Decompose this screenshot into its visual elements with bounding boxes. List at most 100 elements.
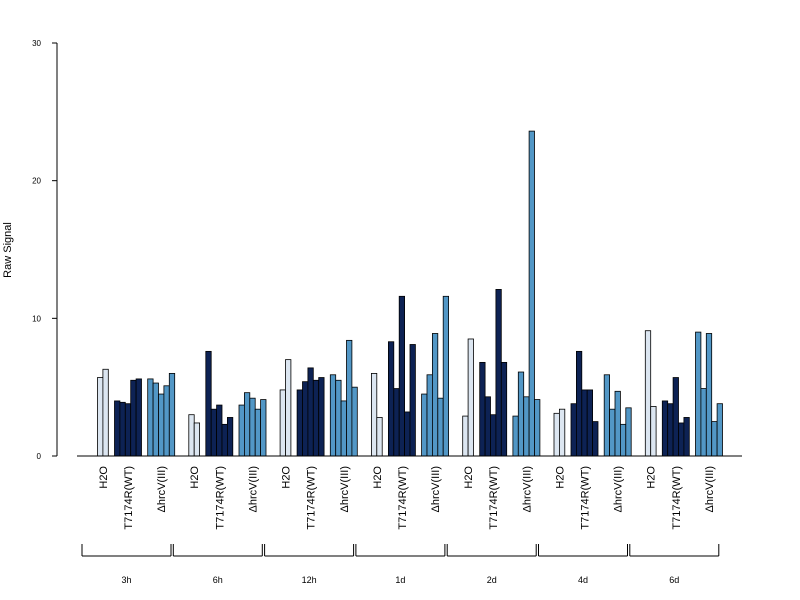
timepoint-label: 6h — [213, 575, 223, 585]
timepoint-label: 3h — [121, 575, 131, 585]
condition-label: ΔhrcV(III) — [248, 466, 260, 512]
condition-label: ΔhrcV(III) — [339, 466, 351, 512]
bar — [490, 414, 497, 457]
bar — [711, 421, 718, 457]
bar — [346, 339, 353, 457]
bar — [188, 414, 195, 457]
bar — [672, 377, 679, 457]
bar — [130, 379, 137, 457]
condition-labels: H2O T7174R(WT) ΔhrcV(III) H2O T7174R(WT) Δhrc… — [98, 466, 716, 530]
bar — [238, 404, 245, 457]
bar — [523, 396, 530, 457]
bar — [205, 350, 212, 457]
bar — [620, 423, 627, 457]
bar — [302, 381, 309, 457]
bar — [216, 404, 223, 457]
bar — [168, 372, 176, 457]
bar — [592, 421, 599, 457]
bar — [609, 408, 616, 457]
bar — [603, 374, 611, 457]
condition-label: T7174R(WT) — [397, 466, 409, 530]
bar — [254, 408, 261, 457]
bar — [307, 367, 314, 457]
bar — [716, 403, 723, 457]
bar — [152, 382, 159, 457]
condition-label: ΔhrcV(III) — [156, 466, 168, 512]
condition-label: T7174R(WT) — [123, 466, 135, 530]
condition-label: ΔhrcV(III) — [521, 466, 533, 512]
condition-label: H2O — [98, 466, 110, 489]
condition-label: T7174R(WT) — [580, 466, 592, 530]
bar — [559, 408, 566, 457]
bar — [102, 368, 109, 457]
condition-label: ΔhrcV(III) — [430, 466, 442, 512]
bar — [114, 400, 121, 457]
timepoint-brackets: 3h 6h 12h 1d 2d 4d 6d — [81, 544, 720, 585]
timepoint-label: 1d — [395, 575, 405, 585]
bar — [409, 344, 416, 457]
bar — [705, 333, 713, 457]
bar — [376, 417, 383, 457]
bar — [370, 372, 378, 457]
bar — [163, 385, 170, 457]
bar — [650, 406, 657, 457]
bar — [576, 350, 583, 457]
bar — [644, 330, 652, 457]
bar — [437, 397, 444, 457]
bar — [226, 417, 234, 457]
bar — [484, 396, 491, 457]
y-tick-label: 10 — [32, 314, 41, 323]
bar — [260, 399, 267, 457]
y-tick-label: 20 — [32, 177, 41, 186]
bar — [158, 393, 165, 457]
bar — [442, 295, 450, 457]
bar — [404, 411, 411, 457]
condition-label: H2O — [554, 466, 566, 489]
bar — [614, 390, 621, 457]
bar — [700, 388, 707, 457]
bar — [695, 331, 702, 457]
bar — [421, 393, 428, 457]
bar — [581, 389, 588, 457]
bar — [335, 379, 342, 457]
bar — [119, 401, 126, 457]
condition-label: H2O — [281, 466, 293, 489]
bar — [340, 400, 347, 457]
bar — [528, 130, 535, 457]
bar — [351, 386, 358, 457]
condition-label: T7174R(WT) — [671, 466, 683, 530]
condition-label: ΔhrcV(III) — [613, 466, 625, 512]
bar — [387, 341, 395, 457]
bar — [243, 392, 251, 457]
bar — [249, 397, 256, 457]
bar — [667, 403, 674, 457]
bar — [467, 338, 474, 457]
timepoint-label: 4d — [578, 575, 588, 585]
bar — [512, 415, 519, 457]
bar — [570, 403, 577, 457]
y-tick-label: 30 — [32, 39, 41, 48]
condition-label: T7174R(WT) — [214, 466, 226, 530]
bar — [147, 378, 154, 457]
bar — [625, 407, 632, 457]
bar — [678, 422, 685, 457]
bar — [500, 361, 508, 457]
y-axis-label: Raw Signal — [2, 222, 14, 278]
condition-label: T7174R(WT) — [488, 466, 500, 530]
bar — [124, 403, 132, 457]
bar — [553, 412, 560, 457]
bars-group — [97, 130, 723, 457]
bar — [517, 371, 525, 457]
bar — [221, 423, 228, 457]
condition-label: H2O — [646, 466, 658, 489]
bar — [393, 388, 400, 457]
bar — [193, 422, 200, 457]
condition-label: H2O — [189, 466, 201, 489]
bar — [534, 399, 541, 457]
bar — [398, 295, 406, 457]
bar — [683, 417, 690, 457]
condition-label: H2O — [372, 466, 384, 489]
bar — [285, 359, 292, 457]
bar — [312, 379, 320, 457]
